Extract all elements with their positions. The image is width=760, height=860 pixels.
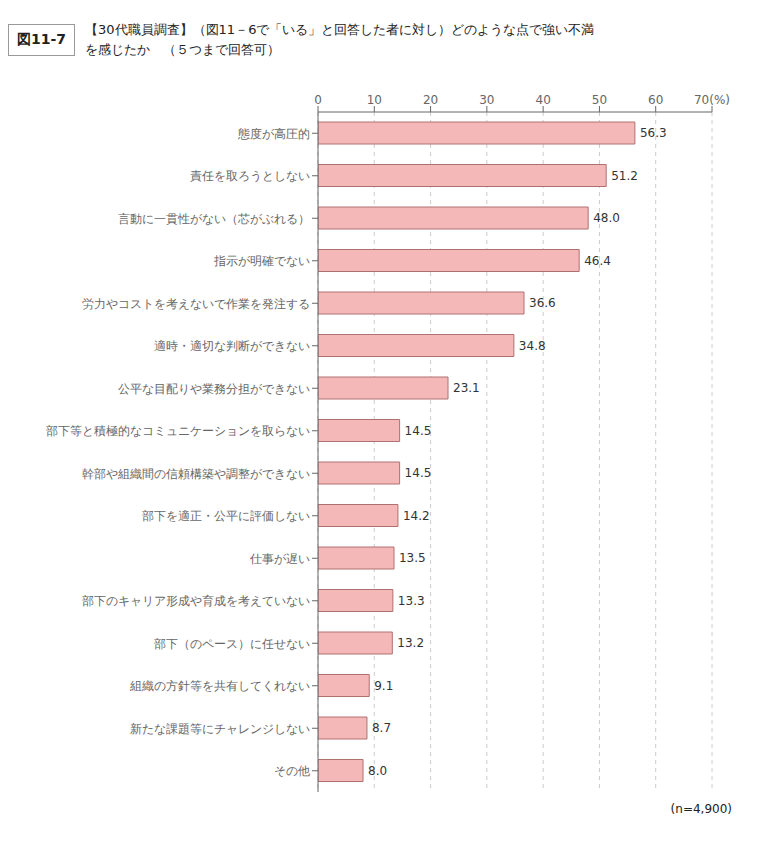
svg-text:部下のキャリア形成や育成を考えていない: 部下のキャリア形成や育成を考えていない	[82, 594, 310, 608]
svg-text:14.5: 14.5	[405, 466, 432, 480]
svg-text:50: 50	[592, 93, 607, 107]
svg-text:60: 60	[648, 93, 663, 107]
svg-text:14.5: 14.5	[405, 424, 432, 438]
svg-text:13.5: 13.5	[399, 551, 426, 565]
svg-text:仕事が遅い: 仕事が遅い	[249, 552, 310, 566]
svg-text:その他: その他	[274, 764, 310, 778]
svg-text:8.7: 8.7	[372, 721, 391, 735]
svg-text:20: 20	[423, 93, 438, 107]
svg-text:言動に一貫性がない（芯がぶれる）: 言動に一貫性がない（芯がぶれる）	[118, 212, 310, 226]
svg-text:組織の方針等を共有してくれない: 組織の方針等を共有してくれない	[129, 679, 310, 693]
svg-text:56.3: 56.3	[640, 126, 667, 140]
svg-text:14.2: 14.2	[403, 509, 430, 523]
svg-text:指示が明確でない: 指示が明確でない	[213, 254, 310, 268]
svg-text:態度が高圧的: 態度が高圧的	[237, 127, 310, 141]
html-text:【30代職員調査】（図11－6で「いる」と回答した者に対し）: 【30代職員調査】（図11－6で「いる」と回答した者に対し）どのような点で強い不…	[85, 22, 595, 37]
svg-text:適時・適切な判断ができない: 適時・適切な判断ができない	[154, 339, 310, 353]
svg-text:部下（のペース）に任せない: 部下（のペース）に任せない	[154, 637, 310, 651]
svg-text:公平な目配りや業務分担ができない: 公平な目配りや業務分担ができない	[118, 382, 310, 396]
svg-text:9.1: 9.1	[374, 679, 393, 693]
svg-text:新たな課題等にチャレンジしない: 新たな課題等にチャレンジしない	[130, 722, 310, 736]
svg-text:幹部や組織間の信頼構築や調整ができない: 幹部や組織間の信頼構築や調整ができない	[82, 467, 310, 481]
svg-text:10: 10	[367, 93, 382, 107]
svg-text:0: 0	[314, 93, 322, 107]
svg-text:部下等と積極的なコミュニケーションを取らない: 部下等と積極的なコミュニケーションを取らない	[46, 424, 310, 438]
svg-text:13.2: 13.2	[397, 636, 424, 650]
html-text:(n=4,900): (n=4,900)	[670, 802, 732, 816]
svg-text:責任を取ろうとしない: 責任を取ろうとしない	[190, 169, 310, 183]
html-text:を感じたか （５つまで回答可）: を感じたか （５つまで回答可）	[85, 42, 280, 57]
svg-text:48.0: 48.0	[593, 211, 620, 225]
svg-text:34.8: 34.8	[519, 339, 546, 353]
svg-text:51.2: 51.2	[611, 169, 638, 183]
svg-text:部下を適正・公平に評価しない: 部下を適正・公平に評価しない	[142, 509, 310, 523]
svg-text:8.0: 8.0	[368, 764, 387, 778]
svg-text:70(%): 70(%)	[694, 93, 730, 107]
svg-text:23.1: 23.1	[453, 381, 480, 395]
svg-text:46.4: 46.4	[584, 254, 611, 268]
svg-text:30: 30	[479, 93, 494, 107]
svg-text:40: 40	[536, 93, 551, 107]
svg-text:労力やコストを考えないで作業を発注する: 労力やコストを考えないで作業を発注する	[82, 297, 310, 311]
svg-text:36.6: 36.6	[529, 296, 556, 310]
html-text:図11-7: 図11-7	[17, 31, 66, 47]
svg-text:13.3: 13.3	[398, 594, 425, 608]
